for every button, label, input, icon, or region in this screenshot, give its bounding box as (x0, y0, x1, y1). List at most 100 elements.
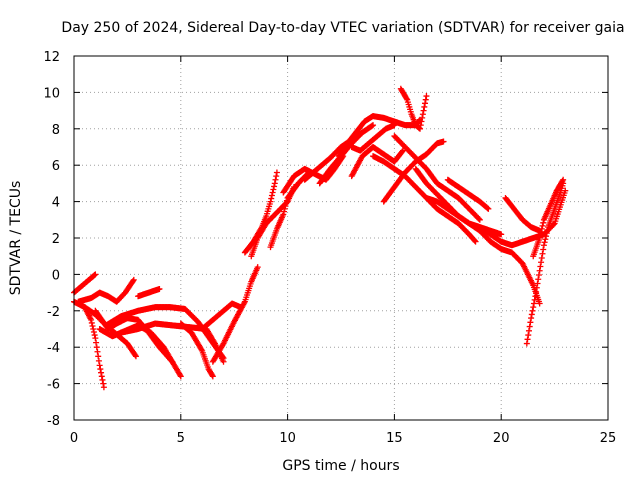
data-point (530, 300, 537, 307)
series-track-20 (348, 122, 398, 154)
x-tick-label: 25 (600, 431, 617, 446)
data-point (525, 327, 532, 334)
data-point (281, 208, 288, 215)
y-tick-label: 12 (43, 50, 60, 65)
data-point (543, 230, 550, 237)
data-point (550, 221, 557, 228)
data-point (535, 272, 542, 279)
data-point (538, 228, 545, 235)
data-point (533, 284, 540, 291)
data-point (280, 211, 287, 218)
axis-ticks: 0 5 10 15 20 25 -8 -6 -4 -2 0 2 4 6 8 10 12 (43, 50, 616, 446)
data-point (130, 278, 137, 285)
data-point (540, 246, 547, 253)
data-point (281, 205, 288, 212)
series-track-10 (177, 320, 216, 380)
data-point (399, 147, 406, 154)
data-point (391, 122, 398, 129)
data-point (209, 372, 216, 379)
data-point (95, 353, 102, 360)
data-point (370, 122, 377, 129)
data-point (268, 192, 275, 199)
data-point (94, 348, 101, 355)
y-tick-label: 0 (52, 268, 60, 283)
data-point (538, 259, 545, 266)
series-track-31 (523, 180, 567, 347)
x-tick-label: 5 (177, 431, 185, 446)
data-point (97, 366, 104, 373)
data-point (89, 322, 96, 329)
data-point (538, 255, 545, 262)
data-point (96, 362, 103, 369)
data-point (544, 227, 551, 234)
data-point (88, 316, 95, 323)
data-point (418, 118, 425, 125)
data-point (254, 264, 261, 271)
data-point (270, 186, 277, 193)
data-point (471, 237, 478, 244)
data-point (540, 242, 547, 249)
data-point (90, 329, 97, 336)
data-point (540, 219, 547, 226)
y-tick-label: 8 (52, 123, 60, 138)
series-track-27 (423, 194, 543, 307)
data-point (440, 138, 447, 145)
data-points (71, 85, 569, 391)
data-point (273, 169, 280, 176)
x-tick-label: 15 (386, 431, 403, 446)
series-track-03 (75, 276, 137, 305)
y-tick-label: -2 (47, 305, 60, 320)
series-track-11 (199, 300, 244, 332)
data-point (528, 315, 535, 322)
data-point (485, 205, 492, 212)
data-point (422, 100, 429, 107)
data-point (273, 173, 280, 180)
data-point (267, 198, 274, 205)
x-tick-label: 0 (70, 431, 78, 446)
data-point (269, 189, 276, 196)
y-tick-label: -6 (47, 378, 60, 393)
data-point (476, 216, 483, 223)
data-point (472, 238, 479, 245)
data-point (421, 103, 428, 110)
data-point (422, 96, 429, 103)
data-point (268, 195, 275, 202)
data-point (90, 326, 97, 332)
data-point (93, 344, 100, 351)
series-track-30 (502, 194, 543, 234)
data-point (538, 225, 545, 232)
x-tick-label: 20 (493, 431, 510, 446)
data-point (91, 332, 98, 339)
data-point (527, 319, 534, 326)
series-track-22 (348, 144, 406, 180)
data-point (92, 271, 99, 278)
data-point (529, 307, 536, 314)
series-track-01 (71, 271, 99, 296)
data-point (420, 107, 427, 114)
y-tick-label: -8 (47, 414, 60, 429)
data-point (282, 203, 289, 210)
data-point (130, 276, 137, 283)
data-point (98, 369, 105, 376)
data-point (534, 280, 541, 287)
data-point (220, 358, 227, 365)
data-point (525, 332, 532, 339)
data-point (272, 176, 279, 183)
data-point (93, 339, 100, 346)
data-point (283, 200, 290, 207)
data-point (476, 216, 483, 223)
data-point (559, 177, 566, 184)
data-point (537, 263, 544, 270)
data-point (399, 148, 406, 155)
data-point (156, 285, 163, 292)
data-point (99, 376, 106, 383)
data-point (132, 352, 139, 359)
data-point (423, 93, 430, 100)
data-point (524, 336, 531, 343)
data-point (539, 250, 546, 257)
data-point (419, 114, 426, 121)
y-tick-label: 4 (52, 196, 60, 211)
data-point (526, 323, 533, 330)
y-tick-label: 10 (43, 86, 60, 101)
